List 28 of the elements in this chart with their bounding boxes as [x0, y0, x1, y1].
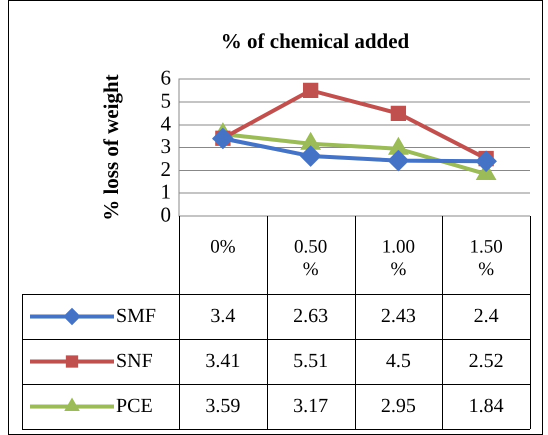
data-label: 1.84	[468, 394, 504, 417]
y-tick-label: 4	[160, 111, 172, 136]
data-label: 3.41	[205, 350, 240, 372]
data-label: 3.17	[293, 394, 328, 417]
data-label: 5.51	[293, 350, 328, 372]
x-tick-label: 1.00 %	[382, 236, 415, 280]
y-tick-label: 2	[160, 156, 171, 181]
data-label: 3.4	[210, 304, 236, 327]
data-label: 2.63	[293, 304, 328, 327]
x-tick-label: 0%	[210, 236, 236, 258]
y-tick-label: 5	[160, 88, 171, 113]
x-tick-label: 1.50 %	[470, 236, 503, 280]
data-label: 3.59	[205, 394, 240, 417]
data-label: 2.52	[468, 350, 504, 372]
legend-label: SMF	[116, 304, 156, 327]
y-tick-label: 1	[160, 180, 171, 204]
data-label: 4.5	[386, 350, 411, 372]
data-label: 2.95	[380, 394, 416, 417]
legend-label: SNF	[116, 350, 153, 372]
chart-title: % of chemical added	[220, 29, 410, 54]
legend-label: PCE	[116, 394, 153, 417]
y-tick-label: 3	[160, 134, 171, 158]
data-label: 2.43	[380, 304, 416, 327]
data-label: 2.4	[474, 304, 499, 327]
y-tick-label: 0	[160, 202, 171, 227]
x-tick-label: 0.50 %	[294, 236, 328, 280]
y-tick-label: 6	[160, 66, 171, 90]
y-axis-title: % loss of weight	[99, 74, 124, 221]
